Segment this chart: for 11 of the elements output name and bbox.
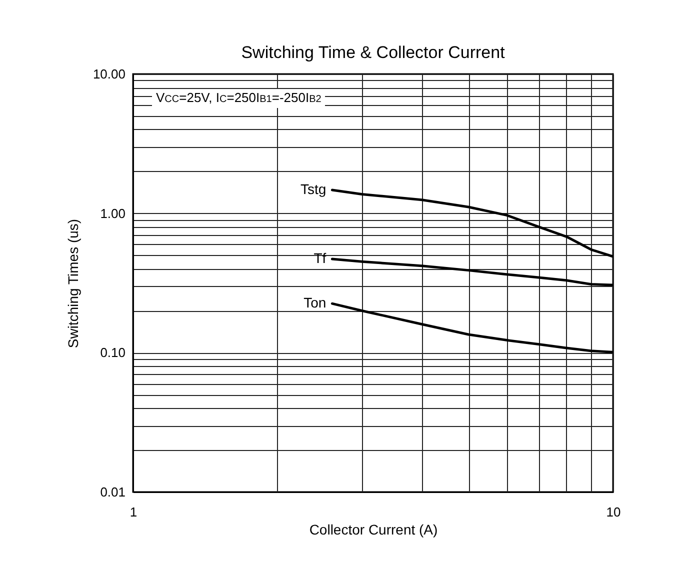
series-label: Tstg xyxy=(300,181,326,198)
y-axis-title: Switching Times (us) xyxy=(64,218,81,348)
y-tick-label: 0.01 xyxy=(100,484,126,500)
x-axis-title: Collector Current (A) xyxy=(309,522,438,538)
series-label: Ton xyxy=(304,294,326,311)
x-tick-label: 1 xyxy=(130,504,138,520)
chart-title: Switching Time & Collector Current xyxy=(241,43,506,62)
x-tick-label: 10 xyxy=(606,504,621,520)
y-tick-label: 1.00 xyxy=(100,206,126,221)
y-tick-label: 0.10 xyxy=(100,345,126,360)
y-tick-label: 10.00 xyxy=(92,66,126,82)
